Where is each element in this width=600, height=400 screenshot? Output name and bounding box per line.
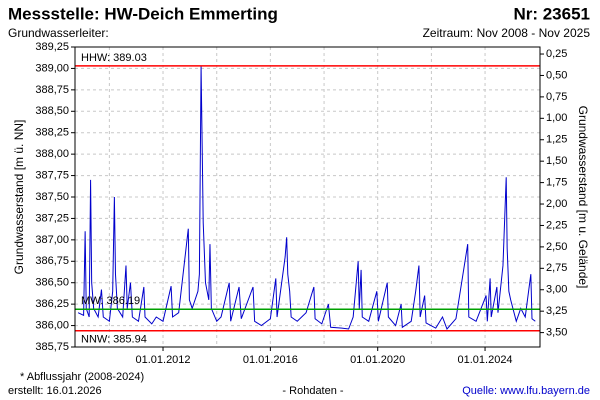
data-line	[77, 65, 536, 330]
plot-frame	[74, 46, 541, 348]
y2-tick-label: 2,50	[546, 241, 567, 253]
y2-tick-label: 3,25	[546, 305, 567, 317]
subtitle-right: Zeitraum: Nov 2008 - Nov 2025	[423, 26, 591, 40]
footnote: * Abflussjahr (2008-2024)	[20, 371, 144, 383]
y2-tick-label: 1,25	[546, 134, 567, 146]
y2-tick-label: 2,25	[546, 219, 567, 231]
subtitle-left: Grundwasserleiter:	[8, 26, 109, 40]
station-number: Nr: 23651	[513, 4, 590, 23]
y-tick-label: 389,25	[35, 41, 69, 53]
y-tick-label: 387,00	[35, 234, 69, 246]
x-tick-label: 01.01.2024	[458, 354, 513, 366]
y-tick-label: 388,00	[35, 148, 69, 160]
y-tick-label: 387,75	[35, 169, 69, 181]
y-tick-label: 388,50	[35, 105, 69, 117]
y-tick-label: 385,75	[35, 341, 69, 353]
x-tick-label: 01.01.2016	[243, 354, 298, 366]
y-tick-label: 386,00	[35, 319, 69, 331]
reference-label: HHW: 389.03	[81, 52, 147, 64]
y2-tick-label: 1,75	[546, 177, 567, 189]
y-tick-label: 388,75	[35, 84, 69, 96]
y2-tick-label: 1,00	[546, 112, 567, 124]
y2-axis-label: Grundwasserstand [m u. Gelände]	[576, 106, 590, 289]
chart-title: Messstelle: HW-Deich Emmerting	[8, 4, 278, 23]
x-tick-label: 01.01.2012	[135, 354, 190, 366]
y2-tick-label: 0,25	[546, 48, 567, 60]
data-status: - Rohdaten -	[282, 385, 343, 397]
x-tick-label: 01.01.2020	[350, 354, 405, 366]
y2-tick-label: 2,00	[546, 198, 567, 210]
y-axis-label: Grundwasserstand [m ü. NN]	[12, 120, 26, 275]
created-date: erstellt: 16.01.2026	[8, 385, 102, 397]
reference-label: MW: 386.19	[81, 295, 140, 307]
y2-tick-label: 0,50	[546, 69, 567, 81]
y-tick-label: 387,50	[35, 191, 69, 203]
y2-tick-label: 3,50	[546, 327, 567, 339]
plot-background	[75, 47, 540, 347]
y-tick-label: 386,50	[35, 277, 69, 289]
reference-label: NNW: 385.94	[81, 334, 147, 346]
y2-tick-label: 3,00	[546, 284, 567, 296]
y2-tick-label: 1,50	[546, 155, 567, 167]
y2-tick-label: 2,75	[546, 262, 567, 274]
y-tick-label: 386,25	[35, 298, 69, 310]
y2-tick-label: 0,75	[546, 91, 567, 103]
source-link[interactable]: Quelle: www.lfu.bayern.de	[462, 385, 590, 397]
y-tick-label: 387,25	[35, 212, 69, 224]
y-tick-label: 389,00	[35, 62, 69, 74]
y-tick-label: 388,25	[35, 127, 69, 139]
y-tick-label: 386,75	[35, 255, 69, 267]
